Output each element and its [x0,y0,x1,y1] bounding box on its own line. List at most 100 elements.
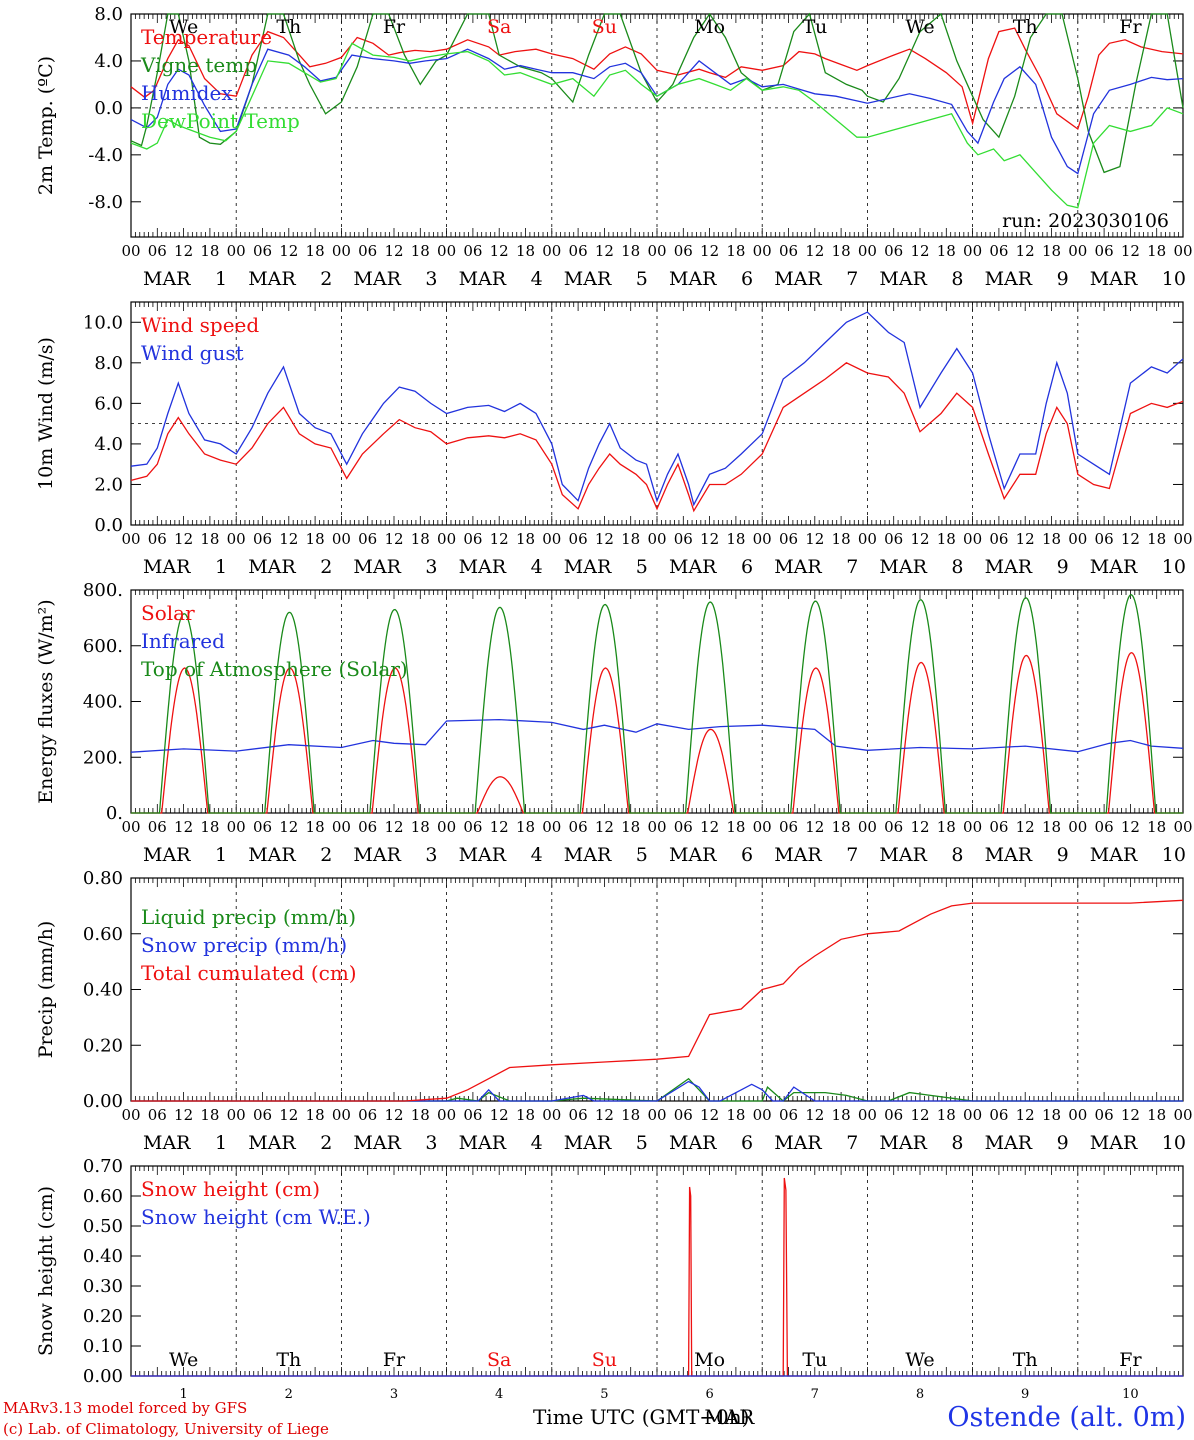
x-hour-label: 00 [121,1106,140,1124]
x-date-label: 6 [741,556,753,578]
series-line-snow-precip-mm-h- [131,1080,1183,1102]
x-hour-label: 00 [1173,1106,1192,1124]
x-hour-label: 12 [1121,242,1140,260]
x-hour-label: 06 [884,818,903,836]
x-hour-label: 18 [1042,530,1061,548]
x-hour-label: 06 [358,1106,377,1124]
y-tick-label: 10.0 [83,312,123,333]
x-hour-label: 00 [332,818,351,836]
x-hour-label: 18 [200,242,219,260]
y-tick-label: 0.20 [83,1035,123,1056]
x-hour-label: 06 [358,530,377,548]
legend-entry: Humidex [141,81,233,105]
panel-1: 8.0 4.0 0.0 -4.0 -8.0 2m Temp. (ºC) Temperatur… [35,4,1193,290]
x-hour-label: 00 [858,530,877,548]
x-hour-label: 00 [542,818,561,836]
x-hour-label: 12 [384,818,403,836]
x-hour-label: 12 [1016,1106,1035,1124]
x-date-label: 1 [215,556,227,578]
legend-entry: Total cumulated (cm) [141,961,357,985]
y-tick-label: 2.0 [94,474,123,495]
y-axis-label: Snow height (cm) [35,1186,57,1356]
x-hour-label: 00 [753,530,772,548]
x-date-label: 4 [531,1132,543,1154]
x-hour-label: 18 [937,1106,956,1124]
x-hour-label: 12 [174,818,193,836]
series-line-top-of-atmosphere-solar- [131,594,1183,814]
x-hour-label: 12 [805,530,824,548]
weekday-label: Tu [802,1349,827,1371]
x-hour-label: 06 [989,1106,1008,1124]
x-hour-label: 00 [437,818,456,836]
weekday-label: Fr [1119,16,1142,38]
x-hour-label: 06 [358,242,377,260]
legend-entry: Top of Atmosphere (Solar) [141,657,408,681]
x-month-label: MAR [248,844,296,866]
weekday-label: Su [592,16,617,38]
x-hour-label: 18 [832,1106,851,1124]
x-date-label: 2 [320,556,332,578]
legend-entry: Solar [141,601,195,625]
x-hour-label: 18 [726,1106,745,1124]
weekday-label: Th [1013,16,1038,38]
series-line-humidex [130,48,1184,175]
x-date-label: 4 [531,844,543,866]
series-line-dewpoint-temp [130,42,1184,209]
panel-2: 0.0 2.0 4.0 6.0 8.0 10.0 10m Wind (m/s) Wind sp… [35,301,1193,578]
x-month-label: MAR [248,268,296,290]
x-hour-label: 00 [753,818,772,836]
x-hour-label: 00 [542,1106,561,1124]
x-hour-label: 12 [700,242,719,260]
x-hour-label: 12 [174,530,193,548]
x-month-label: MAR [774,268,822,290]
y-axis-label: Energy fluxes (W/m²) [35,599,57,803]
series-line-wind-speed [130,362,1184,513]
panel-4: 0.00 0.20 0.40 0.60 0.80 Precip (mm/h) Liquid … [35,868,1193,1154]
y-tick-label: 0.10 [83,1336,123,1357]
x-hour-label: 06 [779,1106,798,1124]
x-date-label: 9 [1021,1387,1029,1402]
x-date-label: 1 [215,844,227,866]
x-date-label: 3 [390,1387,398,1402]
x-hour-label: 12 [805,818,824,836]
x-month-label: MAR [1090,556,1138,578]
x-month-label: MAR [564,556,612,578]
x-hour-label: 12 [910,1106,929,1124]
x-date-label: 1 [215,1132,227,1154]
x-date-label: 5 [636,1132,648,1154]
y-tick-label: 0.0 [94,98,123,119]
series-line-temperature [130,27,1184,131]
x-hour-label: 06 [674,242,693,260]
x-date-label: 4 [531,556,543,578]
x-hour-label: 18 [1147,1106,1166,1124]
y-tick-label: 8.0 [94,353,123,374]
x-hour-label: 18 [306,1106,325,1124]
x-hour-label: 00 [227,530,246,548]
x-hour-label: 18 [937,530,956,548]
x-hour-label: 18 [1042,818,1061,836]
x-hour-label: 06 [989,818,1008,836]
x-hour-label: 00 [858,1106,877,1124]
x-date-label: 10 [1162,268,1186,290]
x-hour-label: 00 [1068,242,1087,260]
x-hour-label: 06 [253,1106,272,1124]
y-tick-label: 6.0 [94,393,123,414]
x-month-label: MAR [248,556,296,578]
x-hour-label: 18 [832,242,851,260]
x-date-label: 1 [215,268,227,290]
x-hour-label: 06 [779,818,798,836]
x-hour-label: 12 [279,242,298,260]
site-label: Ostende (alt. 0m) [947,1402,1186,1433]
x-hour-label: 00 [1173,242,1192,260]
x-hour-label: 00 [647,530,666,548]
x-hour-label: 00 [332,1106,351,1124]
x-hour-label: 12 [384,1106,403,1124]
x-hour-label: 00 [753,1106,772,1124]
x-hour-label: 00 [647,818,666,836]
legend-entry: DewPoint Temp [141,109,300,133]
weekday-label: Fr [383,1349,406,1371]
x-hour-label: 00 [963,1106,982,1124]
x-month-label: MAR [985,844,1033,866]
x-hour-label: 18 [411,242,430,260]
x-hour-label: 18 [200,818,219,836]
